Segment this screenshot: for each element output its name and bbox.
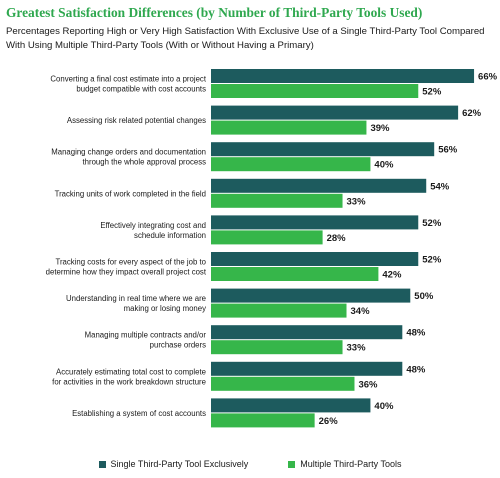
bar-single-tool (211, 288, 411, 303)
value-label-multiple: 28% (327, 233, 347, 244)
value-label-multiple: 33% (347, 196, 367, 207)
chart-legend: Single Third-Party Tool Exclusively Mult… (0, 459, 500, 469)
bar-multiple-tools (211, 120, 367, 135)
legend-swatch-multiple (288, 460, 296, 468)
legend-label-multiple: Multiple Third-Party Tools (300, 459, 402, 469)
category-label: Converting a final cost estimate into a … (50, 75, 206, 94)
chart-subtitle: Percentages Reporting High or Very High … (6, 26, 485, 51)
legend-swatch-single (98, 460, 106, 468)
bar-single-tool (211, 178, 427, 193)
bar-multiple-tools (211, 267, 379, 281)
category-label: Tracking units of work completed in the … (55, 189, 206, 198)
bar-multiple-tools (211, 303, 347, 318)
bar-single-tool (211, 142, 435, 157)
bar-multiple-tools (211, 84, 419, 98)
bar-multiple-tools (211, 193, 343, 208)
bar-multiple-tools (211, 340, 343, 355)
bar-single-tool (211, 69, 475, 83)
bar-single-tool (211, 361, 403, 376)
legend-item-single: Single Third-Party Tool Exclusively (98, 459, 249, 469)
category-label: Establishing a system of cost accounts (72, 409, 206, 418)
value-label-single: 62% (462, 108, 482, 119)
value-label-multiple: 34% (351, 306, 371, 317)
bar-multiple-tools (211, 376, 355, 391)
value-label-multiple: 42% (382, 270, 402, 281)
bar-multiple-tools (211, 230, 323, 245)
category-label: Understanding in real time where we are m… (66, 294, 206, 313)
value-label-single: 54% (430, 181, 450, 192)
bar-single-tool (211, 252, 419, 266)
value-label-single: 52% (422, 218, 442, 229)
value-label-multiple: 36% (358, 379, 378, 390)
category-label: Managing multiple contracts and/or purcha… (85, 331, 207, 350)
value-label-multiple: 26% (319, 416, 339, 427)
bar-multiple-tools (211, 413, 315, 428)
value-label-single: 56% (438, 145, 458, 156)
value-label-single: 50% (414, 291, 434, 302)
value-label-single: 66% (478, 72, 498, 83)
legend-label-single: Single Third-Party Tool Exclusively (110, 459, 249, 469)
bar-multiple-tools (211, 157, 371, 172)
value-label-multiple: 39% (370, 123, 390, 134)
value-label-single: 52% (422, 255, 442, 266)
legend-item-multiple: Multiple Third-Party Tools (288, 459, 401, 469)
bar-single-tool (211, 105, 459, 120)
category-label: Tracking costs for every aspect of the j… (46, 258, 207, 277)
category-label: Effectively integrating cost and schedule… (100, 221, 206, 240)
value-label-single: 40% (374, 401, 394, 412)
chart-title: Greatest Satisfaction Differences (by Nu… (6, 5, 423, 20)
bar-single-tool (211, 325, 403, 340)
value-label-single: 48% (406, 364, 426, 375)
value-label-multiple: 33% (347, 343, 367, 354)
value-label-single: 48% (406, 328, 426, 339)
bar-single-tool (211, 215, 419, 230)
category-label: Managing change orders and documentation… (51, 148, 206, 167)
category-label: Accurately estimating total cost to comp… (52, 367, 206, 386)
bar-single-tool (211, 398, 371, 413)
value-label-multiple: 52% (422, 87, 442, 98)
value-label-multiple: 40% (374, 160, 394, 171)
category-label: Assessing risk related potential changes (67, 116, 206, 125)
